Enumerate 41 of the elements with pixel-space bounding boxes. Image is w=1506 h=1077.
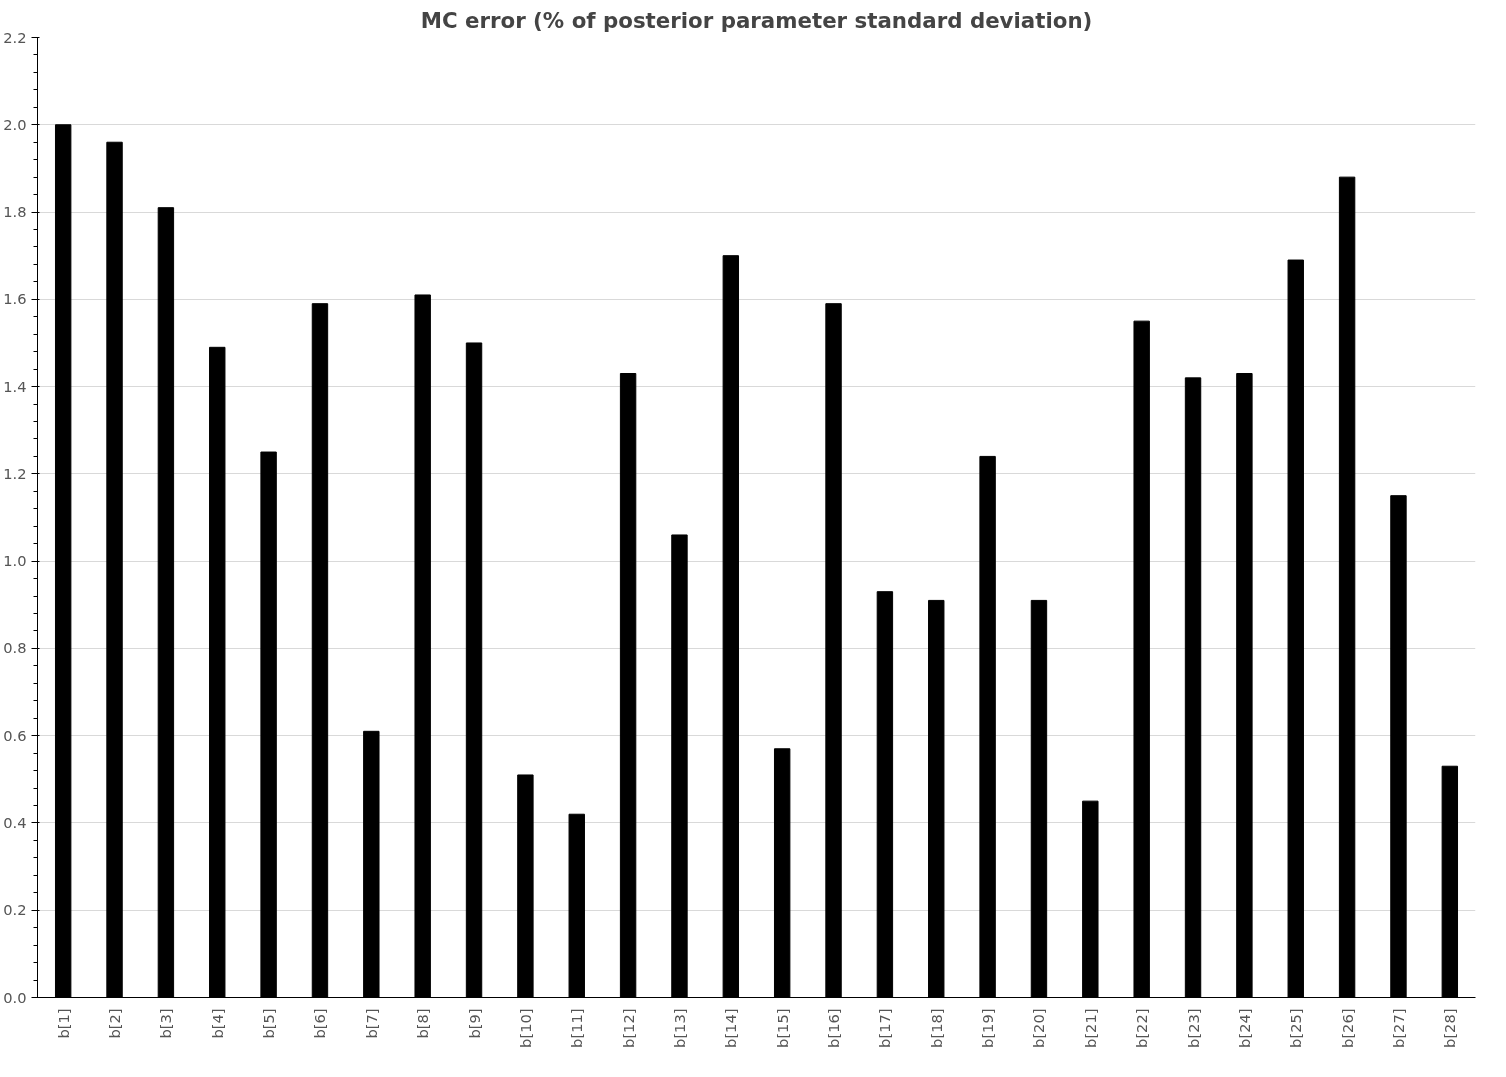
y-tick-label: 0.0 xyxy=(3,988,27,1006)
y-tick-label: 0.6 xyxy=(3,726,27,744)
x-tick-label: b[10] xyxy=(516,1008,534,1048)
x-tick-label: b[24] xyxy=(1235,1008,1253,1048)
y-tick-label: 1.6 xyxy=(3,290,27,308)
x-tick-label: b[1] xyxy=(54,1008,72,1039)
x-tick-label: b[21] xyxy=(1081,1008,1099,1048)
x-tick-label: b[25] xyxy=(1287,1008,1305,1048)
x-tick-label: b[28] xyxy=(1441,1008,1459,1048)
x-tick-label: b[11] xyxy=(568,1008,586,1048)
y-tick-label: 1.2 xyxy=(3,464,27,482)
x-tick-label: b[23] xyxy=(1184,1008,1202,1048)
y-tick-label: 0.4 xyxy=(3,813,27,831)
x-tick-label: b[15] xyxy=(773,1008,791,1048)
x-tick-label: b[2] xyxy=(106,1008,124,1039)
y-tick-label: 1.8 xyxy=(3,203,27,221)
x-tick-label: b[7] xyxy=(362,1008,380,1039)
x-tick-label: b[20] xyxy=(1030,1008,1048,1048)
x-tick-label: b[14] xyxy=(722,1008,740,1048)
x-tick-label: b[13] xyxy=(670,1008,688,1048)
x-tick-label: b[12] xyxy=(619,1008,637,1048)
y-tick-label: 1.0 xyxy=(3,552,27,570)
x-tick-label: b[17] xyxy=(876,1008,894,1048)
x-tick-label: b[18] xyxy=(927,1008,945,1048)
x-tick-label: b[9] xyxy=(465,1008,483,1039)
x-tick-label: b[6] xyxy=(311,1008,329,1039)
x-tick-label: b[5] xyxy=(260,1008,278,1039)
y-tick-label: 1.4 xyxy=(3,377,27,395)
y-tick-label: 0.2 xyxy=(3,901,27,919)
x-tick-label: b[3] xyxy=(157,1008,175,1039)
x-tick-label: b[19] xyxy=(979,1008,997,1048)
x-tick-label: b[16] xyxy=(825,1008,843,1048)
x-tick-label: b[4] xyxy=(208,1008,226,1039)
x-tick-label: b[27] xyxy=(1389,1008,1407,1048)
y-tick-label: 2.2 xyxy=(3,28,27,46)
x-tick-label: b[26] xyxy=(1338,1008,1356,1048)
x-tick-label: b[8] xyxy=(414,1008,432,1039)
y-tick-label: 0.8 xyxy=(3,639,27,657)
chart-title: MC error (% of posterior parameter standard deviation) xyxy=(420,7,1093,33)
x-tick-label: b[22] xyxy=(1133,1008,1151,1048)
y-tick-label: 2.0 xyxy=(3,115,27,133)
